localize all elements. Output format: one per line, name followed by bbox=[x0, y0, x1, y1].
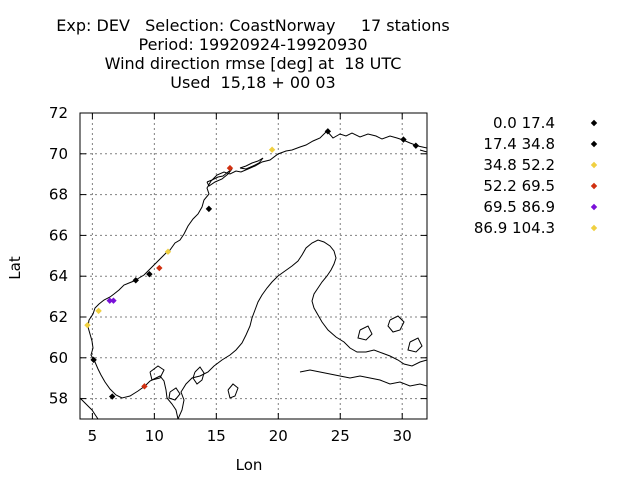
legend-label: 0.0 17.4 bbox=[493, 114, 555, 132]
station-point bbox=[106, 297, 113, 304]
legend: 0.0 17.4 17.4 34.8 34.8 52.2 52.2 69.5 69.5 … bbox=[474, 114, 598, 237]
legend-label: 17.4 34.8 bbox=[483, 135, 555, 153]
station-points bbox=[84, 128, 420, 400]
y-tick-label: 72 bbox=[49, 104, 68, 122]
plot-frame bbox=[79, 112, 428, 420]
station-point bbox=[400, 136, 407, 143]
station-point bbox=[164, 248, 172, 255]
station-point bbox=[84, 321, 91, 329]
x-tick-label: 5 bbox=[88, 427, 98, 445]
station-point bbox=[412, 142, 420, 149]
y-axis-label: Lat bbox=[6, 256, 24, 280]
y-tick-label: 62 bbox=[49, 308, 68, 326]
y-tick-label: 68 bbox=[49, 186, 68, 204]
station-point bbox=[141, 383, 148, 390]
axis-ticks: 5 10 15 20 25 30 58 60 62 64 66 68 70 72 bbox=[49, 104, 427, 445]
station-point bbox=[205, 205, 213, 213]
legend-marker bbox=[590, 182, 598, 190]
legend-label: 34.8 52.2 bbox=[483, 156, 555, 174]
station-point bbox=[132, 277, 139, 284]
station-point bbox=[109, 393, 116, 400]
x-tick-label: 25 bbox=[331, 427, 350, 445]
x-tick-label: 20 bbox=[269, 427, 288, 445]
title-line-period: Period: 19920924-19920930 bbox=[138, 35, 368, 54]
title-line-experiment: Exp: DEV Selection: CoastNorway 17 stati… bbox=[56, 16, 450, 35]
station-point bbox=[90, 356, 97, 364]
legend-marker bbox=[590, 224, 598, 232]
y-tick-label: 66 bbox=[49, 226, 68, 244]
legend-marker bbox=[590, 119, 598, 127]
station-point bbox=[268, 146, 276, 153]
legend-marker bbox=[590, 140, 598, 148]
chart-title-block: Exp: DEV Selection: CoastNorway 17 stati… bbox=[0, 16, 506, 92]
y-tick-label: 58 bbox=[49, 390, 68, 408]
grid-lines bbox=[80, 112, 427, 419]
station-point bbox=[95, 307, 102, 315]
y-tick-label: 64 bbox=[49, 267, 68, 285]
x-tick-label: 30 bbox=[393, 427, 412, 445]
station-point bbox=[324, 128, 332, 135]
legend-marker bbox=[590, 203, 598, 211]
station-point bbox=[156, 264, 163, 272]
station-point bbox=[146, 270, 153, 278]
x-tick-label: 15 bbox=[207, 427, 226, 445]
x-axis-label: Lon bbox=[236, 456, 263, 474]
y-tick-label: 60 bbox=[49, 349, 68, 367]
station-point bbox=[226, 164, 234, 172]
station-point bbox=[110, 297, 117, 304]
coastline-map bbox=[80, 130, 427, 419]
title-line-used: Used 15,18 + 00 03 bbox=[170, 73, 336, 92]
legend-label: 86.9 104.3 bbox=[474, 219, 555, 237]
title-line-parameter: Wind direction rmse [deg] at 18 UTC bbox=[104, 54, 402, 73]
legend-marker bbox=[590, 161, 598, 169]
legend-label: 52.2 69.5 bbox=[483, 177, 555, 195]
legend-label: 69.5 86.9 bbox=[483, 198, 555, 216]
y-tick-label: 70 bbox=[49, 145, 68, 163]
x-tick-label: 10 bbox=[145, 427, 164, 445]
